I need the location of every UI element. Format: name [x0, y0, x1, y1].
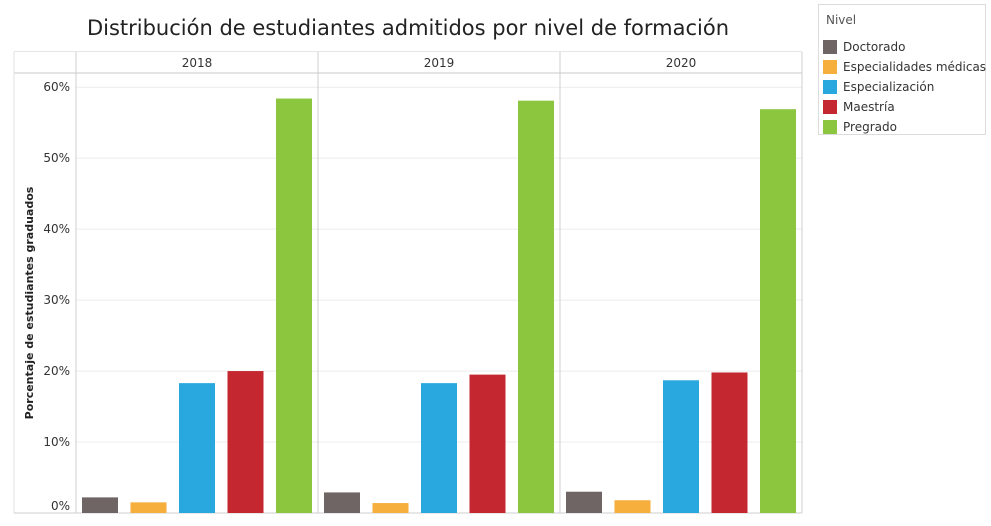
- legend-label: Maestría: [843, 100, 895, 114]
- bar: [130, 502, 167, 513]
- bar: [276, 98, 312, 513]
- y-tick-label: 30%: [43, 293, 70, 307]
- legend-item[interactable]: Maestría: [823, 97, 986, 117]
- bar: [324, 492, 360, 513]
- panel-header-2018: 2018: [182, 56, 213, 70]
- legend-item[interactable]: Especialización: [823, 77, 986, 97]
- y-tick-label: 0%: [51, 499, 70, 513]
- bar: [82, 497, 118, 513]
- bar: [227, 371, 264, 513]
- legend-item[interactable]: Especialidades médicas: [823, 57, 986, 77]
- panel-header-2020: 2020: [666, 56, 697, 70]
- legend-swatch: [823, 40, 837, 54]
- legend-label: Pregrado: [843, 120, 897, 134]
- y-tick-label: 40%: [43, 222, 70, 236]
- y-tick-label: 10%: [43, 435, 70, 449]
- y-axis-title: Porcentaje de estudiantes graduados: [23, 186, 36, 419]
- legend[interactable]: Nivel Doctorado Especialidades médicas Esp…: [818, 4, 986, 135]
- bar: [421, 383, 457, 513]
- legend-title: Nivel: [826, 13, 857, 27]
- chart-svg: 0% 10% 20% 30% 40% 50% 60% Porcentaje de estudi…: [13, 51, 803, 514]
- y-tick-label: 50%: [43, 151, 70, 165]
- legend-item[interactable]: Doctorado: [823, 37, 986, 57]
- bar: [663, 380, 699, 513]
- y-tick-label: 60%: [43, 80, 70, 94]
- legend-label: Doctorado: [843, 40, 906, 54]
- legend-swatch: [823, 120, 837, 134]
- chart-title: Distribución de estudiantes admitidos po…: [86, 16, 730, 40]
- bar: [760, 109, 796, 514]
- legend-swatch: [823, 100, 837, 114]
- legend-label: Especialización: [843, 80, 935, 94]
- bar: [614, 500, 651, 513]
- legend-swatch: [823, 60, 837, 74]
- legend-label: Especialidades médicas: [843, 60, 987, 74]
- bar: [711, 372, 748, 513]
- bar: [566, 491, 602, 513]
- legend-swatch: [823, 80, 837, 94]
- legend-item[interactable]: Pregrado: [823, 117, 986, 137]
- chart-area: Distribución de estudiantes admitidos po…: [13, 16, 803, 514]
- bar: [179, 383, 215, 513]
- panel-header-2019: 2019: [424, 56, 455, 70]
- bar: [518, 100, 554, 513]
- y-tick-label: 20%: [43, 364, 70, 378]
- bar: [372, 503, 409, 513]
- legend-list: Doctorado Especialidades médicas Especiali…: [823, 37, 986, 137]
- bar: [469, 374, 506, 513]
